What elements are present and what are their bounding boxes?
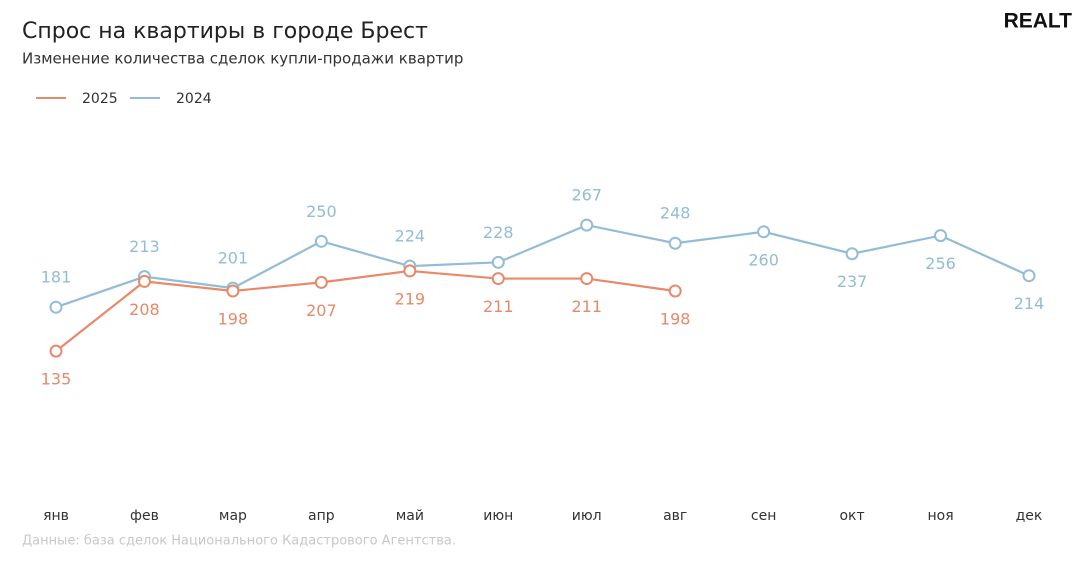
point xyxy=(668,236,682,250)
point xyxy=(49,344,63,358)
point xyxy=(314,234,328,248)
data-label: 181 xyxy=(41,268,72,287)
x-tick-label: дек xyxy=(1016,508,1043,524)
chart-subtitle: Изменение количества сделок купли-продаж… xyxy=(22,50,463,68)
data-label: 207 xyxy=(306,301,337,320)
data-label: 198 xyxy=(218,309,249,328)
data-label: 198 xyxy=(660,309,691,328)
data-label: 219 xyxy=(395,289,426,308)
point xyxy=(491,255,505,269)
x-tick-label: окт xyxy=(839,508,864,524)
point xyxy=(1022,269,1036,283)
point xyxy=(49,300,63,314)
data-label: 211 xyxy=(483,297,514,316)
point xyxy=(137,274,151,288)
series-line xyxy=(55,223,1030,309)
data-label: 250 xyxy=(306,202,337,221)
x-tick-label: ноя xyxy=(927,508,953,524)
point xyxy=(580,218,594,232)
legend-label: 2024 xyxy=(176,91,212,107)
x-tick-label: фев xyxy=(130,508,159,524)
data-label: 135 xyxy=(41,370,72,389)
x-tick-label: май xyxy=(396,508,424,524)
point xyxy=(934,229,948,243)
x-tick-label: июн xyxy=(483,508,513,524)
point xyxy=(845,247,859,261)
data-label: 267 xyxy=(571,186,602,205)
data-label: 211 xyxy=(571,297,602,316)
series-line xyxy=(55,269,676,352)
logo: REALT xyxy=(1004,10,1073,33)
data-label: 256 xyxy=(925,254,956,273)
legend-label: 2025 xyxy=(82,91,118,107)
x-tick-label: авг xyxy=(663,508,687,524)
data-label: 237 xyxy=(837,272,868,291)
x-tick-label: июл xyxy=(572,508,602,524)
data-label: 260 xyxy=(748,250,779,269)
data-label: 208 xyxy=(129,300,160,319)
x-tick-label: мар xyxy=(219,508,247,524)
point xyxy=(668,284,682,298)
x-tick-label: сен xyxy=(751,508,776,524)
point xyxy=(580,272,594,286)
data-label: 213 xyxy=(129,237,160,256)
data-label: 224 xyxy=(395,227,426,246)
data-label: 214 xyxy=(1014,294,1045,313)
point xyxy=(491,272,505,286)
data-label: 248 xyxy=(660,204,691,223)
source-note: Данные: база сделок Национального Кадаст… xyxy=(22,534,456,549)
x-tick-label: апр xyxy=(308,508,335,524)
point xyxy=(226,284,240,298)
point xyxy=(403,264,417,278)
chart-title: Спрос на квартиры в городе Брест xyxy=(22,19,428,44)
data-label: 228 xyxy=(483,223,514,242)
point xyxy=(314,275,328,289)
data-label: 201 xyxy=(218,249,249,268)
point xyxy=(757,225,771,239)
x-tick-label: янв xyxy=(43,508,69,524)
